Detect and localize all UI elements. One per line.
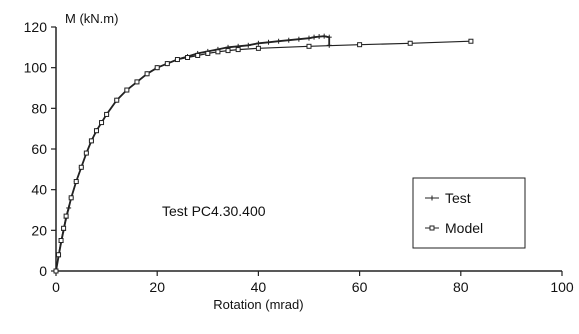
- x-axis-title: Rotation (mrad): [213, 297, 303, 312]
- model-point: [93, 128, 99, 134]
- test-point: [306, 35, 312, 41]
- test-point: [286, 37, 292, 43]
- test-point: [266, 39, 272, 45]
- model-point: [174, 57, 180, 63]
- model-point: [134, 79, 140, 85]
- y-tick-label: 0: [39, 263, 47, 279]
- test-point: [245, 42, 251, 48]
- model-point: [357, 42, 363, 48]
- y-tick-label: 80: [31, 100, 47, 116]
- series-test: [53, 33, 332, 274]
- y-tick-label: 60: [31, 141, 47, 157]
- model-point: [215, 49, 221, 55]
- model-point: [99, 120, 105, 126]
- model-point: [468, 38, 474, 44]
- x-tick-label: 80: [453, 279, 469, 295]
- y-axis-title: M (kN.m): [65, 11, 118, 26]
- model-point: [58, 238, 64, 243]
- y-tick-label: 100: [24, 60, 48, 76]
- series-model: [53, 38, 474, 274]
- legend-label: Model: [445, 220, 483, 236]
- x-tick-label: 20: [149, 279, 165, 295]
- x-tick-label: 100: [550, 279, 574, 295]
- model-point: [185, 55, 191, 60]
- legend-label: Test: [445, 190, 471, 206]
- test-point: [326, 34, 332, 40]
- test-point: [255, 40, 261, 46]
- test-point: [276, 38, 282, 44]
- model-point: [205, 50, 211, 56]
- model-point: [306, 43, 312, 49]
- legend: Test Model: [412, 177, 526, 249]
- y-tick-label: 40: [31, 182, 47, 198]
- legend-box: [412, 177, 526, 249]
- model-point: [164, 61, 170, 67]
- x-tick-label: 0: [52, 279, 60, 295]
- model-point: [144, 71, 150, 77]
- model-point: [225, 48, 231, 54]
- legend-item-model: Model: [425, 220, 483, 236]
- model-point: [154, 65, 160, 71]
- test-point: [429, 195, 435, 201]
- legend-item-test: Test: [425, 190, 471, 206]
- model-point: [73, 179, 79, 185]
- y-tick-label: 20: [31, 222, 47, 238]
- model-point: [56, 252, 62, 258]
- test-point: [321, 33, 327, 39]
- model-point: [429, 225, 435, 231]
- model-point: [83, 150, 89, 156]
- chart-annotation: Test PC4.30.400: [162, 203, 266, 219]
- model-point: [235, 47, 241, 53]
- model-point: [255, 45, 261, 51]
- test-point: [296, 36, 302, 42]
- model-point: [407, 40, 413, 46]
- series-line-test: [55, 35, 331, 272]
- x-tick-label: 40: [251, 279, 267, 295]
- model-point: [124, 87, 130, 93]
- model-point: [53, 268, 59, 274]
- model-point: [63, 213, 69, 219]
- ticks: 0 20 40 60 80 100 120 0 20 40 60 80 100: [24, 19, 574, 295]
- model-point: [68, 195, 74, 201]
- model-point: [195, 52, 201, 58]
- model-point: [114, 97, 120, 103]
- x-tick-label: 60: [352, 279, 368, 295]
- model-point: [61, 225, 67, 231]
- test-point: [316, 34, 322, 40]
- test-point: [311, 34, 317, 40]
- series-line-model: [55, 40, 471, 272]
- model-point: [104, 111, 110, 117]
- series-layer: [53, 33, 474, 274]
- model-point: [88, 138, 94, 144]
- model-point: [78, 164, 84, 170]
- y-tick-label: 120: [24, 19, 48, 35]
